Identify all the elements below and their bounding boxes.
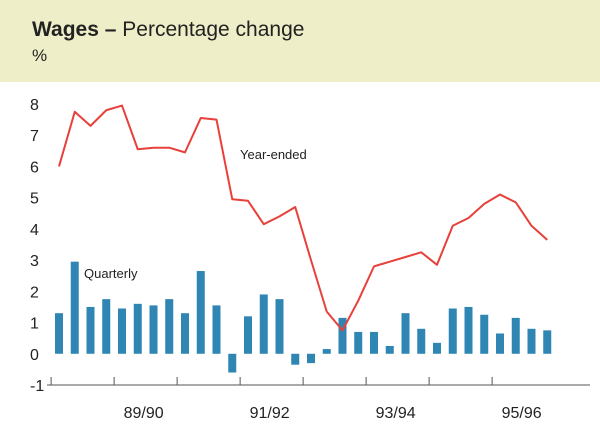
quarterly-bar — [181, 313, 189, 354]
quarterly-bar — [448, 308, 457, 354]
quarterly-bar — [228, 353, 237, 373]
quarterly-bar — [417, 328, 426, 354]
y-tick-label: 6 — [30, 159, 39, 176]
quarterly-bar — [464, 306, 473, 354]
quarterly-bar — [55, 313, 63, 354]
y-tick-label: 4 — [30, 222, 39, 239]
series-label-year-ended: Year-ended — [240, 147, 307, 162]
quarterly-bar — [70, 261, 79, 354]
x-tick-label: 91/92 — [250, 405, 290, 422]
title-main: Wages — [32, 18, 99, 41]
quarterly-bar — [275, 299, 284, 354]
quarterly-bar — [118, 308, 126, 354]
quarterly-bar — [543, 330, 552, 354]
chart-header: Wages – Percentage change % — [0, 0, 600, 82]
quarterly-bar — [133, 303, 142, 354]
title-subtitle: Percentage change — [122, 18, 305, 41]
y-tick-label: 3 — [30, 253, 39, 270]
quarterly-bar — [149, 305, 158, 354]
title-separator: – — [104, 18, 117, 41]
y-tick-label: 8 — [30, 97, 39, 114]
quarterly-bar — [322, 349, 331, 354]
quarterly-bar — [291, 353, 300, 365]
x-tick-label: 95/96 — [502, 405, 542, 422]
y-tick-label: -1 — [30, 378, 44, 395]
quarterly-bar — [212, 305, 221, 354]
year-ended-line — [58, 104, 548, 332]
quarterly-bar — [244, 316, 252, 354]
series-label-quarterly: Quarterly — [84, 266, 138, 281]
quarterly-bar — [480, 314, 489, 354]
y-tick-label: 0 — [30, 347, 39, 364]
quarterly-bar — [511, 317, 520, 354]
quarterly-bar — [102, 299, 111, 354]
quarterly-bar — [259, 294, 268, 354]
x-tick-label: 89/90 — [124, 405, 164, 422]
chart-title: Wages – Percentage change — [32, 18, 304, 42]
y-axis-unit: % — [32, 46, 48, 65]
y-tick-label: 7 — [30, 128, 39, 145]
quarterly-bar — [354, 331, 363, 354]
y-tick-label: 5 — [30, 191, 39, 208]
quarterly-bar — [496, 333, 504, 354]
y-tick-label: 1 — [30, 316, 39, 333]
quarterly-bar — [307, 353, 315, 364]
quarterly-bar — [196, 271, 205, 354]
quarterly-bar — [385, 345, 394, 354]
chart-plot: -1 0 1 2 3 4 5 6 7 8 89/90 91/92 93/94 95/96 Quarterly… — [30, 97, 590, 422]
quarterly-bar — [433, 342, 441, 354]
quarterly-bar — [338, 317, 347, 354]
quarterly-bar — [165, 299, 174, 354]
quarterly-bar — [86, 306, 95, 354]
y-tick-label: 2 — [30, 284, 39, 301]
quarterly-bar — [401, 313, 410, 354]
x-tick-label: 93/94 — [376, 405, 416, 422]
quarterly-bar — [527, 328, 536, 354]
quarterly-bar — [370, 331, 378, 354]
